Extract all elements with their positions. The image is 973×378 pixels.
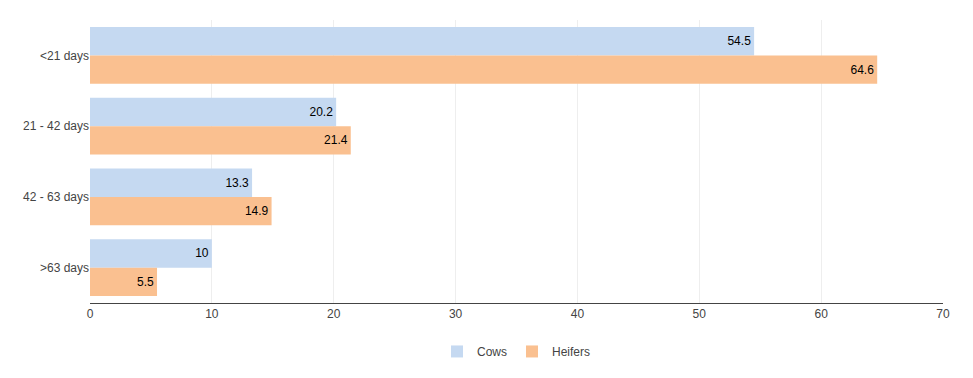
svg-text:Heifers: Heifers [552, 345, 590, 359]
svg-text:64.6: 64.6 [851, 63, 875, 77]
svg-text:10: 10 [195, 246, 209, 260]
svg-text:>63 days: >63 days [40, 261, 89, 275]
svg-text:42 - 63 days: 42 - 63 days [23, 190, 89, 204]
svg-text:40: 40 [571, 307, 585, 321]
svg-text:21 - 42 days: 21 - 42 days [23, 119, 89, 133]
svg-text:13.3: 13.3 [225, 176, 249, 190]
svg-text:50: 50 [693, 307, 707, 321]
svg-text:30: 30 [449, 307, 463, 321]
svg-text:70: 70 [936, 307, 950, 321]
svg-text:5.5: 5.5 [137, 275, 154, 289]
svg-text:60: 60 [814, 307, 828, 321]
svg-text:0: 0 [87, 307, 94, 321]
svg-text:10: 10 [205, 307, 219, 321]
svg-text:Cows: Cows [477, 345, 507, 359]
svg-text:20: 20 [327, 307, 341, 321]
svg-text:21.4: 21.4 [324, 133, 348, 147]
svg-text:54.5: 54.5 [727, 34, 751, 48]
svg-text:<21 days: <21 days [40, 49, 89, 63]
svg-text:14.9: 14.9 [245, 204, 269, 218]
svg-text:20.2: 20.2 [309, 105, 333, 119]
